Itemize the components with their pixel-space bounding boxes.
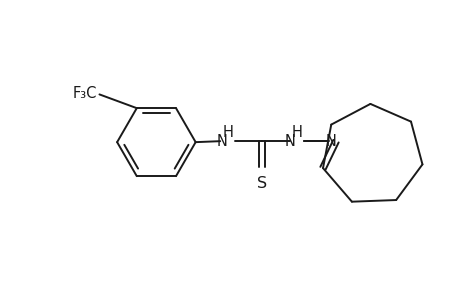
Text: H: H <box>222 125 233 140</box>
Text: N: N <box>325 134 336 149</box>
Text: N: N <box>284 134 295 149</box>
Text: F₃C: F₃C <box>72 86 96 101</box>
Text: S: S <box>257 176 267 191</box>
Text: N: N <box>216 134 227 149</box>
Text: H: H <box>291 125 302 140</box>
